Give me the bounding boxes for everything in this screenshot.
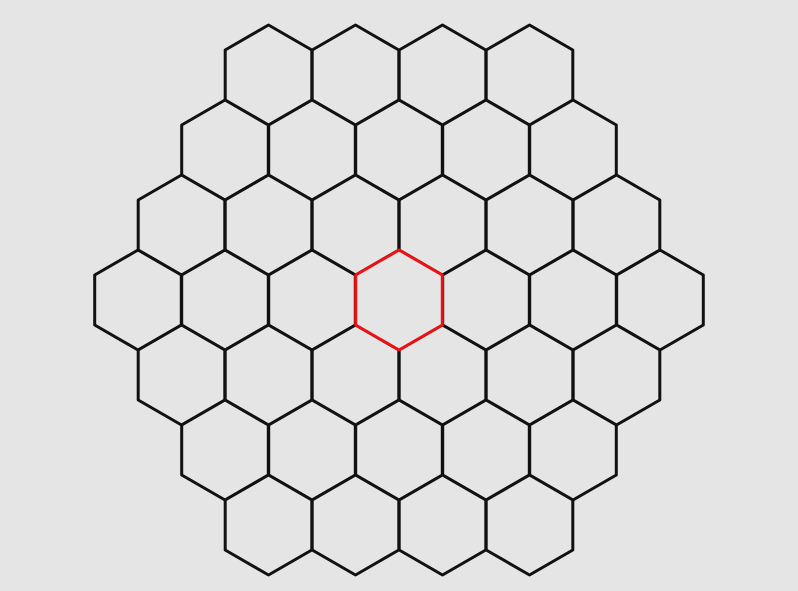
hex-cell[interactable] — [484, 473, 575, 577]
hex-cells — [93, 23, 705, 577]
hex-cell-highlighted[interactable] — [354, 248, 444, 352]
highlight-layer — [354, 248, 444, 352]
